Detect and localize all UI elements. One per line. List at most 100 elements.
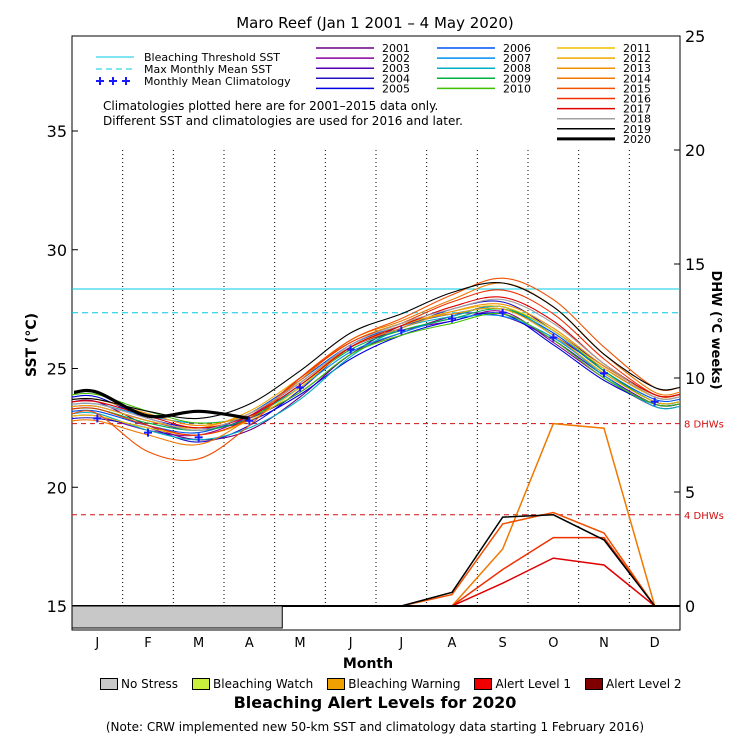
x-tick-label-month: J	[94, 636, 99, 651]
y-axis-left-label: SST (°C)	[24, 313, 40, 377]
x-tick-label-month: S	[499, 636, 507, 651]
legend-year-label: 2014	[623, 72, 651, 85]
legend-year-label: 2007	[503, 52, 531, 65]
x-tick-label-month: M	[294, 636, 305, 651]
alert-legend-item: No Stress	[100, 677, 178, 691]
alert-legend-item: Alert Level 1	[474, 677, 571, 691]
dhw-line-2016	[72, 536, 680, 607]
alert-legend-label: Bleaching Warning	[348, 677, 461, 691]
y-right-tick-label: 15	[685, 255, 705, 274]
y-axis-right-label: DHW (°C weeks)	[708, 270, 723, 389]
y-right-tick-label: 5	[685, 483, 695, 502]
alert-level-bar	[71, 605, 283, 629]
alert-legend-item: Bleaching Watch	[192, 677, 313, 691]
alert-color-swatch	[585, 678, 603, 690]
legend-line-label: Monthly Mean Climatology	[144, 75, 291, 88]
legend-year-label: 2008	[503, 62, 531, 75]
climatology-marker	[93, 414, 102, 423]
axes-layer: 15 20 25 30 35 0 5 10 15 20 25 J F M A M J J A S O N D	[47, 27, 706, 651]
sst-line-2008	[71, 305, 681, 441]
legend-year-label: 2002	[382, 52, 410, 65]
y-left-tick-label: 15	[47, 597, 67, 616]
climatology-markers	[93, 308, 659, 442]
dhw-line-2019	[72, 514, 680, 607]
alert-color-swatch	[327, 678, 346, 690]
sst-line-2016	[71, 289, 681, 436]
legend-year-label: 2019	[623, 123, 651, 136]
x-tick-label-month: D	[650, 636, 660, 651]
alert-legend-item: Alert Level 2	[585, 677, 682, 691]
y-left-tick-label: 35	[47, 122, 67, 141]
alert-legend-item: Bleaching Warning	[327, 677, 460, 691]
climatology-marker	[397, 326, 406, 335]
legend-year-label: 2012	[623, 52, 651, 65]
x-tick-label-month: M	[193, 636, 204, 651]
alert-legend-label: Bleaching Watch	[213, 677, 314, 691]
climatology-marker	[144, 428, 152, 437]
x-tick-label-month: A	[448, 636, 457, 651]
sst-series-layer	[71, 277, 681, 462]
y-right-tick-label: 25	[685, 27, 705, 46]
legend-year-label: 2017	[623, 103, 651, 116]
sst-line-2019	[71, 281, 681, 420]
legend-year-label: 2005	[382, 82, 410, 95]
y-right-tick-label: 10	[685, 369, 705, 388]
y-right-tick-label: 20	[685, 141, 705, 160]
dhw-threshold-label: 4 DHWs	[684, 511, 724, 522]
climatology-marker	[448, 314, 456, 323]
y-left-tick-label: 20	[47, 478, 67, 497]
climatology-marker	[245, 416, 254, 425]
legend-year-label: 2016	[623, 93, 651, 106]
x-axis-label: Month	[343, 656, 393, 672]
sst-line-2015	[71, 277, 681, 462]
chart-title: Maro Reef (Jan 1 2001 – 4 May 2020)	[236, 14, 514, 32]
x-tick-label-month: J	[398, 636, 403, 651]
alert-color-swatch	[192, 678, 211, 690]
sst-line-2012	[71, 307, 681, 429]
clim-note-line-1: Climatologies plotted here are for 2001–…	[103, 99, 438, 113]
alert-bar-no-stress	[71, 605, 283, 629]
y-left-tick-label: 25	[47, 360, 67, 379]
legend-year-label: 2003	[382, 62, 410, 75]
legend-plus-marker	[96, 77, 104, 85]
climatology-marker	[498, 308, 507, 317]
x-tick-label-month: N	[599, 636, 609, 651]
sst-line-2020	[73, 388, 250, 420]
month-gridlines	[122, 150, 630, 606]
legend-year-label: 2011	[623, 42, 651, 55]
alert-legend-label: Alert Level 2	[606, 677, 682, 691]
legend-year-label: 2001	[382, 42, 410, 55]
y-left-tick-label: 30	[47, 241, 67, 260]
legend-year-label: 2010	[503, 82, 531, 95]
climatology-marker	[194, 433, 203, 442]
x-tick-label-month: J	[348, 636, 353, 651]
climatology-marker	[346, 345, 355, 354]
legend-year-label: 2015	[623, 82, 651, 95]
sst-line-2018	[71, 298, 681, 431]
y-right-tick-label: 0	[685, 597, 695, 616]
legend-year-label: 2020	[623, 133, 651, 146]
clim-note-line-2: Different SST and climatologies are used…	[103, 114, 463, 128]
reference-lines: 8 DHWs 4 DHWs	[72, 288, 724, 522]
x-tick-label-month: F	[144, 636, 151, 651]
legend-line-label: Max Monthly Mean SST	[144, 63, 272, 76]
x-tick-label-month: A	[245, 636, 254, 651]
alert-color-swatch	[474, 678, 493, 690]
legend-year-label: 2013	[623, 62, 651, 75]
alert-levels-title: Bleaching Alert Levels for 2020	[233, 693, 517, 712]
legend-year-label: 2009	[503, 72, 531, 85]
alert-legend-label: Alert Level 1	[495, 677, 571, 691]
climatology-marker	[549, 333, 558, 342]
legend-year-label: 2018	[623, 113, 651, 126]
climatology-marker	[600, 369, 608, 378]
plot-border	[71, 35, 681, 631]
alert-level-legend: No Stress Bleaching Watch Bleaching Warnin…	[100, 675, 682, 693]
alert-color-swatch	[100, 678, 118, 690]
legend-line-label: Bleaching Threshold SST	[144, 51, 280, 64]
legend-year-label: 2004	[382, 72, 410, 85]
alert-legend-label: No Stress	[121, 677, 179, 691]
plot-frame	[71, 35, 681, 631]
dhw-threshold-label: 8 DHWs	[684, 420, 724, 431]
